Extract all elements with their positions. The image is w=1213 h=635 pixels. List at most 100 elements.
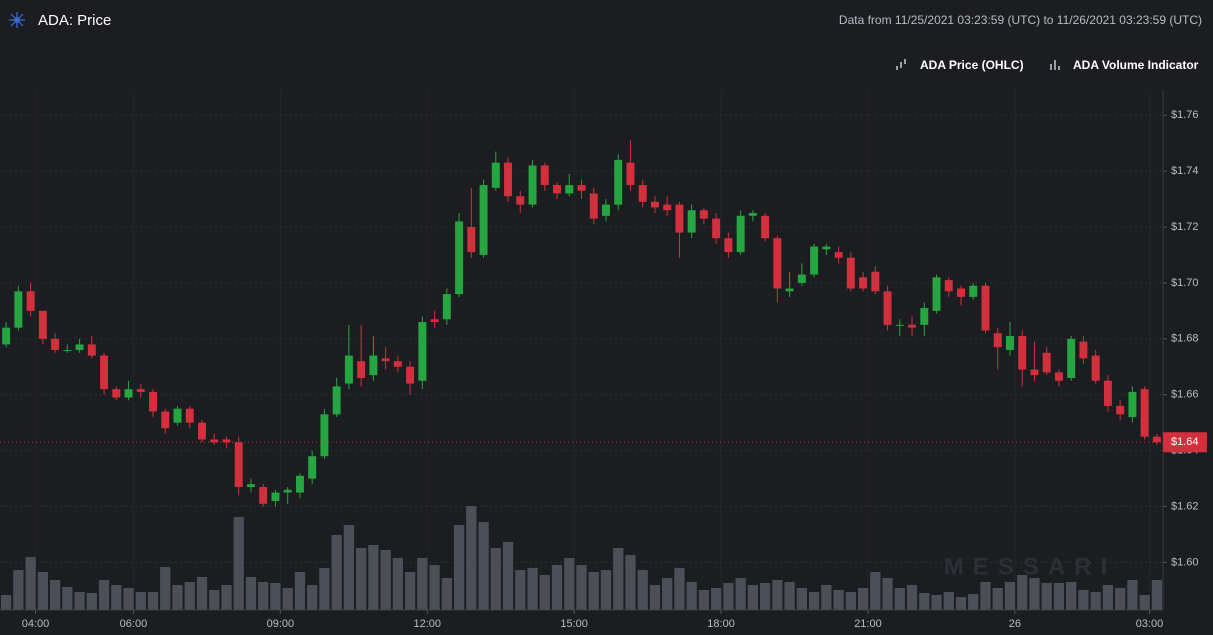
candle-body [761,215,770,239]
candle-body [785,288,794,292]
volume-bar [1041,583,1052,610]
legend-label[interactable]: ADA Price (OHLC) [920,58,1024,72]
volume-bar [270,583,281,610]
volume-bar [135,592,146,610]
volume-bar [796,588,807,610]
volume-bar [931,595,942,610]
volume-bar [992,588,1003,610]
candle-body [1030,369,1039,376]
candle-body [846,257,855,289]
volume-bar [172,585,183,610]
volume-bar [894,588,905,610]
volume-bar [98,580,110,610]
candle-body [1042,352,1051,373]
x-tick-label: 18:00 [707,618,735,630]
candle-body [944,280,953,292]
last-price-badge [1163,432,1207,453]
volume-bar [258,582,269,610]
candle-body [112,389,121,398]
volume-bar [870,572,881,610]
volume-bar [282,588,293,610]
candle-body [149,391,158,412]
y-tick-label: $1.62 [1171,500,1199,512]
candle-body [381,358,390,362]
volume-bar [392,558,404,610]
candle-body [63,350,72,351]
candle-body [344,355,353,384]
candle-body [565,185,574,194]
candle-body [87,344,96,356]
candle-body [712,218,721,239]
x-tick-label: 04:00 [22,618,50,630]
volume-bar [1066,582,1077,610]
volume-bar [502,542,514,610]
volume-bar [478,522,489,610]
candle-body [810,246,819,275]
volume-bar [294,572,306,610]
volume-bar [221,585,232,610]
volume-bar [723,583,734,610]
volume-bar [123,588,134,610]
candle-body [136,389,145,392]
y-tick-label: $1.66 [1171,389,1199,401]
y-tick-label: $1.74 [1171,165,1199,177]
volume-bar [147,592,159,610]
volume-bar [808,592,820,610]
volume-bar [772,580,783,610]
legend-icon-price [896,59,906,70]
volume-bar [613,548,624,610]
candle-body [663,204,672,211]
candle-body [1018,336,1027,370]
volume-bar [943,592,954,610]
volume-bar [1004,582,1016,610]
candle-body [369,355,378,376]
volume-bar [882,578,893,610]
volume-bar [417,558,428,610]
volume-bar [1102,585,1114,610]
volume-bar [515,570,526,610]
candle-body [553,185,561,194]
candle-body [675,204,684,233]
x-tick-label: 12:00 [413,618,441,630]
candle-body [357,361,366,378]
candle-body [650,201,659,208]
volume-bar [111,585,122,610]
volume-bar [233,517,244,610]
candle-body [173,408,182,423]
candle-body [430,319,439,323]
y-tick-label: $1.68 [1171,333,1199,345]
candle-body [332,386,341,415]
volume-bar [662,578,673,610]
axes: $1.60 $1.62 $1.64 $1.66 $1.68 $1.70 $1.72 $1.74… [0,90,1207,630]
candle-body [14,291,23,328]
candle-body [834,252,843,258]
legend-icon-volume [1050,60,1060,70]
volume-bar [576,565,587,610]
candle-body [75,344,84,350]
grid [0,90,1163,610]
volume-bar [674,568,685,610]
volume-bar [184,582,195,610]
candle-body [100,355,109,390]
price-series [2,140,1161,507]
candle-body [442,294,451,320]
volume-bar [62,587,73,610]
candle-body [504,162,513,197]
candle-body [271,492,280,501]
volume-bar [160,567,171,610]
volume-bar [600,570,612,610]
volume-bar [1151,580,1163,610]
legend-label[interactable]: ADA Volume Indicator [1073,58,1199,72]
candle-body [455,221,464,295]
candle-body [418,322,427,381]
volume-bar [356,548,367,610]
volume-bar [196,577,208,610]
volume-bar [209,590,220,610]
volume-bar [74,592,85,610]
volume-bar [747,585,759,610]
candle-body [577,185,586,191]
candle-body [638,185,647,202]
volume-bar [735,578,746,610]
volume-bar [245,577,257,610]
